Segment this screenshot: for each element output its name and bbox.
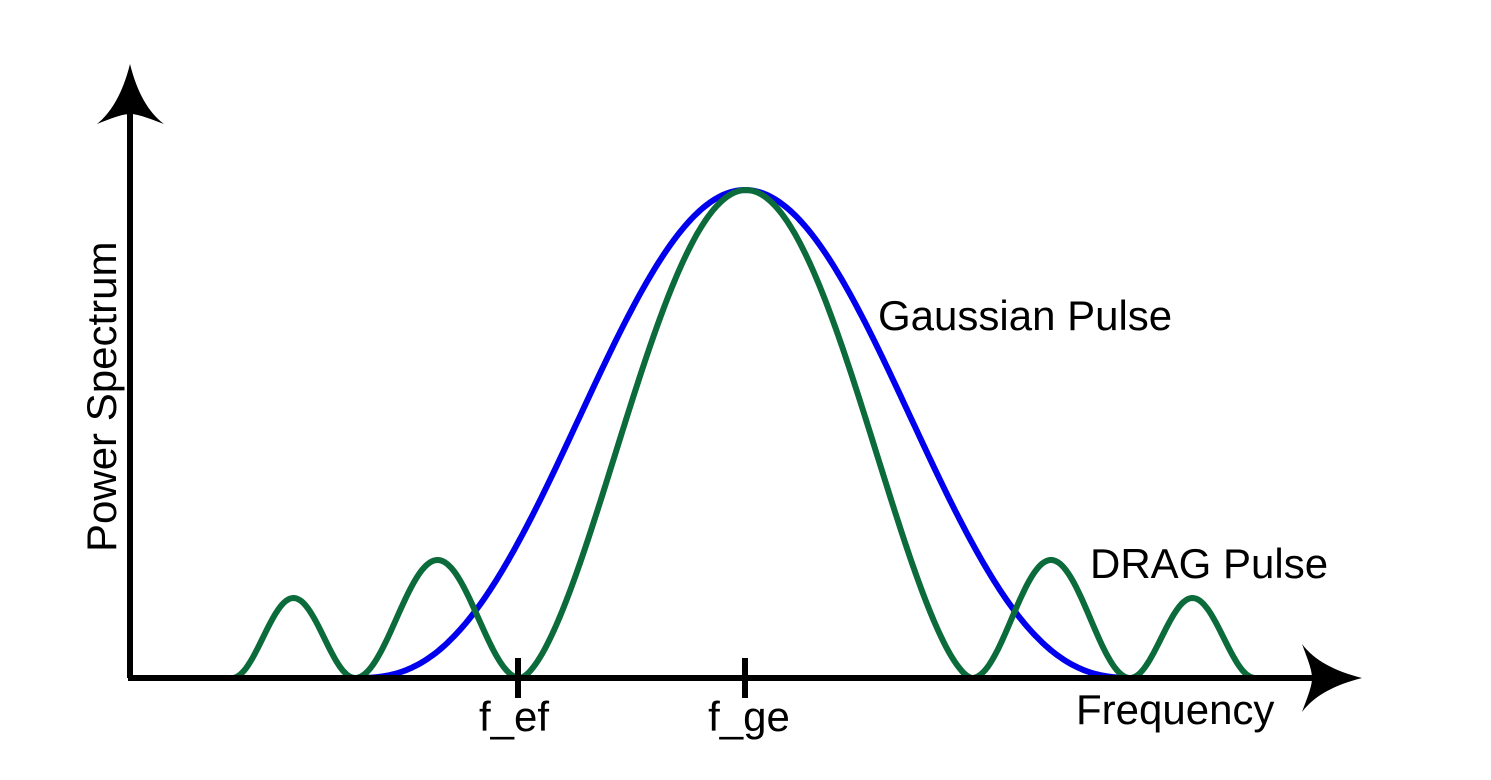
gaussian-pulse-label: Gaussian Pulse (878, 292, 1172, 339)
x-axis-arrowhead (1302, 644, 1362, 712)
tick-label-f-ef: f_ef (479, 693, 549, 740)
y-axis-label: Power Spectrum (78, 242, 125, 552)
drag-pulse-label: DRAG Pulse (1090, 540, 1328, 587)
drag-pulse-curve (229, 187, 1257, 681)
x-axis-label: Frequency (1076, 686, 1274, 733)
y-axis-arrowhead (97, 64, 164, 124)
tick-label-f-ge: f_ge (708, 693, 790, 740)
